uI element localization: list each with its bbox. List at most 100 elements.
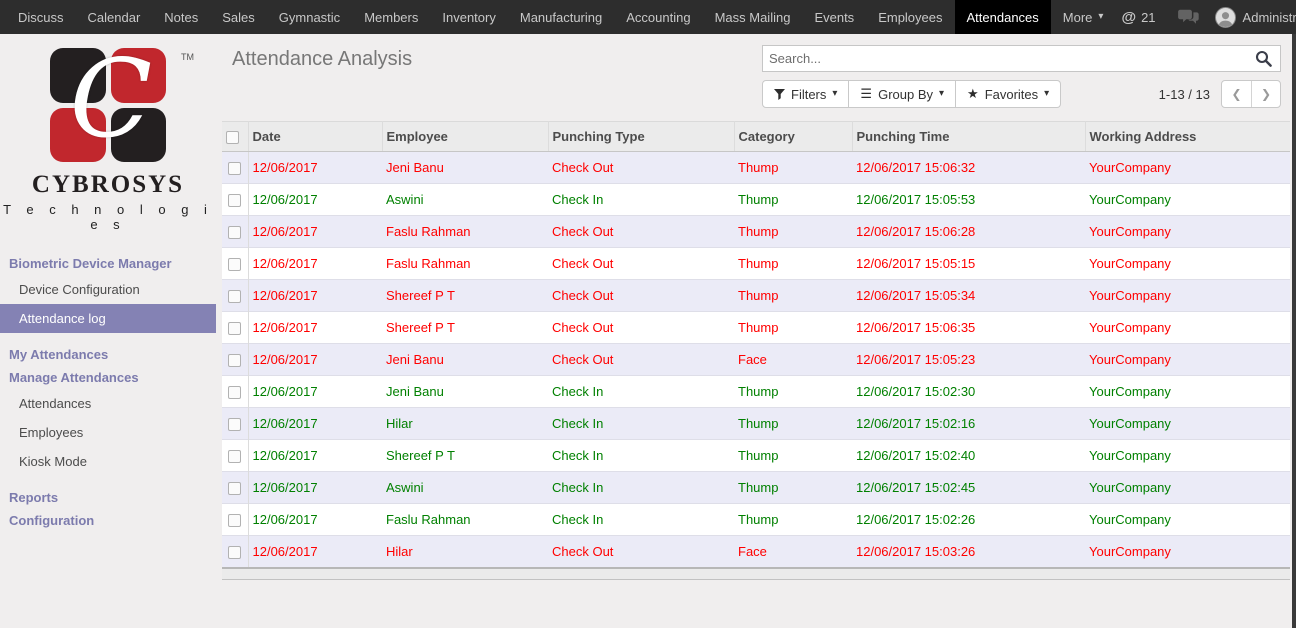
- column-header[interactable]: Punching Time: [852, 121, 1086, 152]
- topbar-menu-item[interactable]: Members: [364, 9, 419, 25]
- cell-punching-time: 12/06/2017 15:06:32: [856, 160, 976, 175]
- topbar-menu-item[interactable]: Mass Mailing: [714, 9, 791, 25]
- table-row[interactable]: 12/06/2017 Hilar Check Out Face 12/06/20…: [222, 535, 1290, 568]
- cell-punching-time: 12/06/2017 15:02:40: [852, 439, 1085, 472]
- table-row[interactable]: 12/06/2017 Faslu Rahman Check Out Thump …: [222, 215, 1290, 248]
- row-checkbox[interactable]: [228, 545, 241, 559]
- table-row[interactable]: 12/06/2017 Hilar Check In Thump 12/06/20…: [222, 407, 1290, 440]
- cell-working-address: YourCompany: [1085, 343, 1290, 376]
- cell-punching-time: 12/06/2017 15:05:34: [852, 279, 1085, 312]
- cell-punching-type: Check Out: [548, 279, 734, 312]
- row-checkbox[interactable]: [228, 482, 241, 496]
- row-checkbox[interactable]: [228, 386, 241, 400]
- cell-punching-time: 12/06/2017 15:05:15: [852, 247, 1085, 280]
- column-header[interactable]: Employee: [382, 121, 549, 152]
- topbar-menu-item[interactable]: Events: [814, 9, 855, 25]
- column-header[interactable]: Punching Type: [548, 121, 735, 152]
- column-header[interactable]: Date: [248, 121, 383, 152]
- topbar-menu-item[interactable]: Notes: [164, 9, 199, 25]
- user-menu-button[interactable]: Administrator ▾: [1214, 6, 1296, 28]
- row-checkbox[interactable]: [228, 322, 241, 336]
- cell-category: Thump: [734, 471, 852, 504]
- topbar-more-menu[interactable]: More ▾: [1051, 0, 1116, 34]
- cell-employee: Jeni Banu: [382, 375, 548, 408]
- favorites-button[interactable]: ★ Favorites ▾: [956, 80, 1062, 108]
- messages-button[interactable]: [1170, 9, 1207, 25]
- cell-working-address: YourCompany: [1085, 279, 1290, 312]
- cell-category: Thump: [734, 183, 852, 216]
- table-row[interactable]: 12/06/2017 Shereef P T Check Out Thump 1…: [222, 279, 1290, 312]
- topbar-menu-item[interactable]: Attendances: [954, 0, 1051, 34]
- topbar-menu-item[interactable]: Accounting: [626, 9, 691, 25]
- row-checkbox[interactable]: [228, 194, 241, 208]
- sidebar-item[interactable]: Attendance log: [0, 304, 216, 333]
- table-row[interactable]: 12/06/2017 Jeni Banu Check In Thump 12/0…: [222, 375, 1290, 408]
- sidebar-item[interactable]: Kiosk Mode: [19, 454, 87, 469]
- row-checkbox[interactable]: [228, 514, 241, 528]
- user-name: Administrator: [1242, 9, 1296, 25]
- chevron-down-icon: ▾: [939, 88, 945, 99]
- row-select-cell: [222, 343, 249, 376]
- cell-working-address: YourCompany: [1085, 215, 1290, 248]
- select-all-checkbox[interactable]: [226, 131, 239, 145]
- topbar-menu-item[interactable]: Gymnastic: [278, 9, 341, 25]
- topbar-menu-item[interactable]: Manufacturing: [519, 9, 603, 25]
- row-checkbox[interactable]: [228, 258, 241, 272]
- funnel-icon: [774, 88, 785, 100]
- activity-menu-button[interactable]: @ 21: [1115, 9, 1161, 26]
- cell-date: 12/06/2017: [248, 279, 382, 312]
- row-checkbox[interactable]: [228, 226, 241, 240]
- row-checkbox[interactable]: [228, 162, 241, 176]
- table-row[interactable]: 12/06/2017 Shereef P T Check In Thump 12…: [222, 439, 1290, 472]
- column-header[interactable]: Category: [734, 121, 853, 152]
- sidebar-item[interactable]: Attendances: [19, 396, 92, 411]
- table-row[interactable]: 12/06/2017 Shereef P T Check Out Thump 1…: [222, 311, 1290, 344]
- company-logo: C TM CYBROSYS T e c h n o l o g i e s: [0, 34, 216, 233]
- topbar-menu-item[interactable]: Inventory: [442, 9, 496, 25]
- search-button[interactable]: [1251, 50, 1280, 67]
- sidebar-item[interactable]: Reports: [9, 490, 59, 505]
- column-header[interactable]: Working Address: [1085, 121, 1290, 152]
- pager-next-button[interactable]: ❯: [1251, 81, 1280, 107]
- topbar-menu-item[interactable]: Sales: [222, 9, 255, 25]
- window-scrollbar[interactable]: [1292, 34, 1296, 628]
- cell-punching-time: 12/06/2017 15:05:23: [852, 343, 1085, 376]
- group-by-label: Group By: [878, 86, 933, 102]
- row-select-cell: [222, 471, 249, 504]
- cell-working-address: YourCompany: [1089, 160, 1171, 175]
- search-input[interactable]: [763, 51, 1251, 66]
- row-checkbox[interactable]: [228, 450, 241, 464]
- cell-employee: Faslu Rahman: [382, 247, 548, 280]
- table-row[interactable]: 12/06/2017 Jeni Banu Check Out Thump 12/…: [222, 151, 1290, 184]
- logo-square: [50, 107, 106, 162]
- topbar-menu-item[interactable]: Discuss: [18, 9, 64, 25]
- sidebar-item[interactable]: Device Configuration: [19, 282, 140, 297]
- topbar-menu-item[interactable]: Calendar: [87, 9, 141, 25]
- table-row[interactable]: 12/06/2017 Faslu Rahman Check Out Thump …: [222, 247, 1290, 280]
- brand-name: CYBROSYS: [31, 171, 185, 198]
- pager-prev-button[interactable]: ❮: [1222, 81, 1251, 107]
- sidebar-item[interactable]: Employees: [19, 425, 84, 440]
- table-row[interactable]: 12/06/2017 Aswini Check In Thump 12/06/2…: [222, 183, 1290, 216]
- topbar-menu-item[interactable]: Employees: [878, 9, 943, 25]
- sidebar-item[interactable]: My Attendances: [9, 347, 109, 362]
- row-select-cell: [222, 407, 249, 440]
- sidebar-item[interactable]: Manage Attendances: [9, 370, 139, 385]
- sidebar-item[interactable]: Configuration: [9, 513, 95, 528]
- table-row[interactable]: 12/06/2017 Jeni Banu Check Out Face 12/0…: [222, 343, 1290, 376]
- filters-button[interactable]: Filters ▾: [762, 80, 850, 108]
- table-row[interactable]: 12/06/2017 Aswini Check In Thump 12/06/2…: [222, 471, 1290, 504]
- cell-punching-type: Check In: [548, 375, 734, 408]
- row-checkbox[interactable]: [228, 354, 241, 368]
- row-checkbox[interactable]: [228, 418, 241, 432]
- page-header: Attendance Analysis Filt: [216, 34, 1296, 108]
- cell-punching-type: Check Out: [548, 215, 734, 248]
- group-by-button[interactable]: ☰ Group By ▾: [849, 80, 957, 108]
- cell-punching-type: Check In: [548, 439, 734, 472]
- topbar-right: @ 21 Administrator ▾: [1115, 0, 1296, 34]
- table-row[interactable]: 12/06/2017 Faslu Rahman Check In Thump 1…: [222, 503, 1290, 536]
- star-icon: ★: [967, 86, 979, 102]
- sidebar-item[interactable]: Biometric Device Manager: [9, 256, 172, 271]
- cell-category: Face: [734, 343, 852, 376]
- row-checkbox[interactable]: [228, 290, 241, 304]
